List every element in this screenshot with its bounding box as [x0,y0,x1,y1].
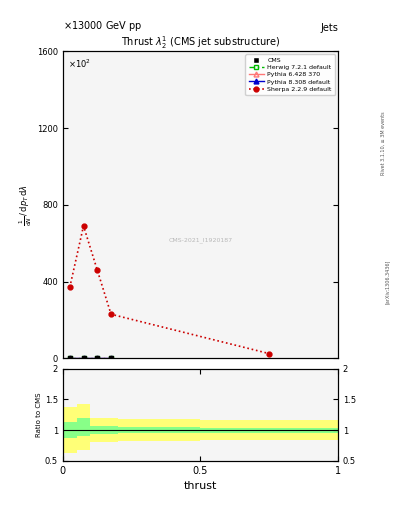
Text: Rivet 3.1.10, ≥ 3M events: Rivet 3.1.10, ≥ 3M events [381,112,386,175]
X-axis label: thrust: thrust [184,481,217,491]
Text: $\times$13000 GeV pp: $\times$13000 GeV pp [63,19,142,33]
Title: Thrust $\lambda_2^1$ (CMS jet substructure): Thrust $\lambda_2^1$ (CMS jet substructu… [121,34,280,51]
Y-axis label: $\frac{1}{\mathrm{d}N}\,/\,\mathrm{d}p_T\,\mathrm{d}\lambda$: $\frac{1}{\mathrm{d}N}\,/\,\mathrm{d}p_T… [18,184,34,226]
Y-axis label: Ratio to CMS: Ratio to CMS [36,393,42,437]
Text: CMS-2021_I1920187: CMS-2021_I1920187 [168,238,233,243]
Text: $\times10^2$: $\times10^2$ [68,57,91,70]
Text: Jets: Jets [320,23,338,33]
Legend: CMS, Herwig 7.2.1 default, Pythia 6.428 370, Pythia 8.308 default, Sherpa 2.2.9 : CMS, Herwig 7.2.1 default, Pythia 6.428 … [246,54,335,95]
Text: [arXiv:1306.3436]: [arXiv:1306.3436] [385,260,389,304]
